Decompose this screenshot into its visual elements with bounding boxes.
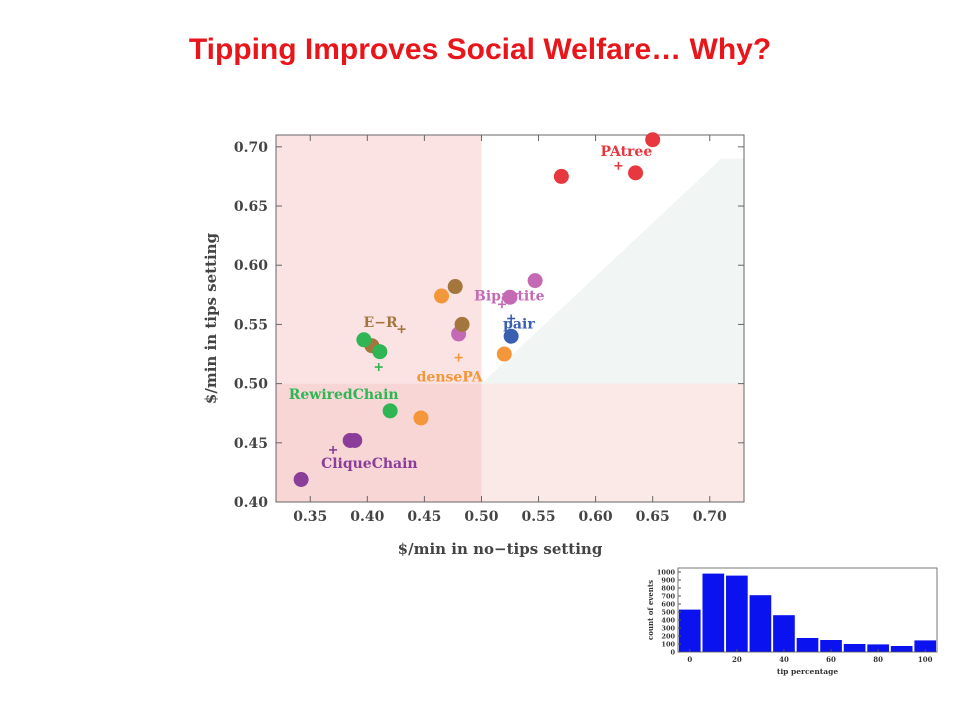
plot-border: [275, 134, 745, 503]
slide-title: Tipping Improves Social Welfare… Why?: [188, 33, 772, 66]
data-point: [503, 328, 519, 344]
hist-x-tick-label: 0: [687, 655, 692, 664]
hist-y-tick-label: 400: [661, 617, 675, 625]
x-tick-label: 0.40: [350, 509, 384, 525]
histogram-bar: [867, 644, 889, 652]
data-point: [293, 472, 309, 488]
x-tick-label: 0.50: [464, 509, 498, 525]
series-label: CliqueChain: [321, 456, 418, 472]
data-point: [502, 289, 518, 305]
hist-y-tick-label: 300: [661, 625, 675, 633]
region-bottom-right: [481, 383, 744, 502]
data-point: [347, 432, 363, 448]
hist-y-tick-label: 200: [661, 633, 675, 641]
histogram-bar: [914, 640, 937, 652]
y-axis-label: $/min in tips setting: [202, 232, 220, 404]
x-tick-label: 0.45: [407, 509, 441, 525]
y-tick-label: 0.65: [234, 199, 268, 215]
data-point: [356, 332, 372, 348]
tip-histogram: 0 20 40 60 80 1000100200300400500600700800900…: [646, 567, 938, 676]
hist-y-tick-label: 100: [661, 641, 675, 649]
region-top-left: [276, 135, 482, 384]
x-tick-label: 0.70: [693, 509, 727, 525]
data-point: [447, 279, 463, 295]
data-points: [293, 132, 661, 488]
hist-y-tick-label: 700: [661, 593, 675, 601]
y-tick-label: 0.40: [234, 495, 268, 511]
hist-x-tick-label: 60: [826, 655, 836, 664]
data-point: [434, 288, 450, 304]
histogram-bar: [843, 644, 866, 652]
x-tick-label: 0.55: [521, 509, 555, 525]
data-point: [372, 344, 388, 360]
data-point: [645, 132, 661, 148]
histogram-bar: [890, 646, 913, 652]
histogram-y-label: count of events: [646, 580, 655, 640]
histogram-ticks: 0 20 40 60 80 1000100200300400500600700800900…: [657, 569, 933, 665]
scatter-plot: 0.35 0.40 0.45 0.50 0.55 0.60 0.65 0.70 0.40 0.45…: [202, 132, 745, 558]
y-tick-label: 0.50: [234, 377, 268, 393]
histogram-bar: [678, 609, 701, 652]
y-tick-label: 0.55: [234, 317, 268, 333]
histogram-bar: [749, 595, 772, 652]
histogram-frame: [677, 567, 938, 653]
histogram-border: [677, 567, 938, 653]
series-label: Bipartite: [474, 288, 545, 304]
plot-background-regions: [276, 135, 744, 503]
y-tick-label: 0.70: [234, 140, 268, 156]
hist-x-tick-label: 20: [732, 655, 742, 664]
histogram-bars: [678, 573, 937, 652]
data-point: [413, 410, 429, 426]
histogram-bar: [726, 575, 748, 652]
hist-x-tick-label: 100: [918, 655, 933, 664]
axis-ticks: 0.35 0.40 0.45 0.50 0.55 0.60 0.65 0.70 0.40 0.45…: [234, 135, 744, 525]
data-point: [382, 403, 398, 419]
series-label: densePA: [417, 370, 484, 386]
data-point: [527, 273, 543, 289]
y-tick-label: 0.60: [234, 258, 268, 274]
x-tick-label: 0.35: [293, 509, 327, 525]
x-axis-label: $/min in no−tips setting: [398, 540, 603, 558]
x-tick-label: 0.60: [579, 509, 613, 525]
hist-y-tick-label: 900: [661, 577, 675, 585]
hist-y-tick-label: 1000: [657, 569, 676, 577]
data-point: [454, 316, 470, 332]
series-label: E−R: [364, 315, 398, 331]
hist-x-tick-label: 80: [873, 655, 883, 664]
histogram-bar: [702, 573, 725, 652]
histogram-bar: [796, 638, 819, 652]
hist-x-tick-label: 40: [779, 655, 789, 664]
region-bottom-left: [276, 383, 482, 502]
series-label: RewiredChain: [289, 387, 399, 403]
data-point: [496, 346, 512, 362]
series-label: PAtree: [600, 144, 652, 160]
histogram-bar: [773, 615, 795, 652]
histogram-bar: [820, 640, 842, 652]
hist-y-tick-label: 600: [661, 601, 675, 609]
series-labels: PAtree Bipartite pair E−R densePA RewiredChai…: [289, 144, 653, 472]
hist-y-tick-label: 500: [661, 609, 675, 617]
hist-y-tick-label: 0: [670, 649, 675, 657]
y-tick-label: 0.45: [234, 436, 268, 452]
region-above-diagonal: [481, 135, 744, 384]
x-tick-label: 0.65: [636, 509, 670, 525]
hist-y-tick-label: 800: [661, 585, 675, 593]
data-point: [628, 165, 644, 181]
data-point: [553, 168, 569, 184]
series-label: pair: [503, 317, 535, 333]
plot-frame: [275, 134, 745, 503]
histogram-x-label: tip percentage: [777, 667, 838, 676]
